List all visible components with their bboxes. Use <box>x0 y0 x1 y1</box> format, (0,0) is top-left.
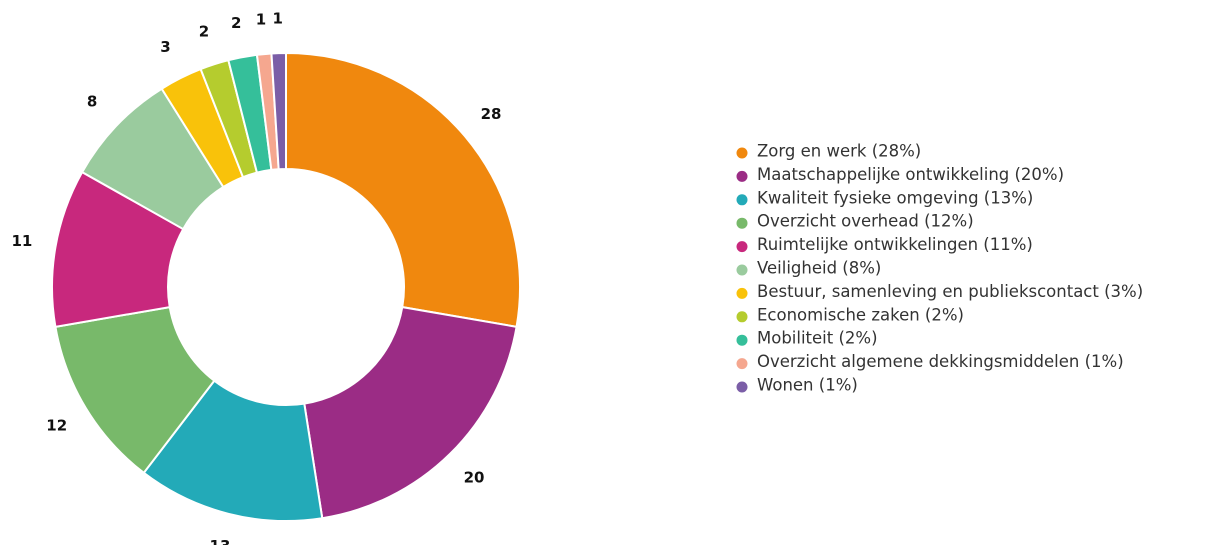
data-label: 20 <box>464 468 485 486</box>
data-label: 1 <box>272 10 282 28</box>
legend-dot <box>736 381 748 393</box>
data-label: 2 <box>231 14 241 32</box>
data-label: 11 <box>11 232 32 250</box>
slice <box>270 51 287 171</box>
data-label: 12 <box>46 416 67 434</box>
legend-label: Overzicht algemene dekkingsmiddelen (1%) <box>757 352 1124 371</box>
data-label: 13 <box>210 537 231 545</box>
legend-dot <box>736 311 748 323</box>
data-label: 28 <box>481 105 502 123</box>
legend-label: Bestuur, samenleving en publiekscontact … <box>757 282 1143 301</box>
legend-dot <box>736 264 748 276</box>
data-label: 1 <box>256 11 266 29</box>
slice <box>285 51 521 328</box>
legend-label: Overzicht overhead (12%) <box>757 212 974 231</box>
legend-dot <box>736 241 748 253</box>
legend-dot <box>736 194 748 206</box>
legend-label: Ruimtelijke ontwikkelingen (11%) <box>757 235 1033 254</box>
legend-label: Economische zaken (2%) <box>757 305 964 324</box>
legend-dot <box>736 334 748 346</box>
data-label: 3 <box>160 38 170 56</box>
legend-label: Maatschappelijke ontwikkeling (20%) <box>757 165 1064 184</box>
slice <box>303 305 518 520</box>
legend-label: Kwaliteit fysieke omgeving (13%) <box>757 188 1033 207</box>
legend-dot <box>736 287 748 299</box>
legend-dot <box>736 358 748 370</box>
legend-label: Veiligheid (8%) <box>757 259 881 278</box>
legend-dot <box>736 170 748 182</box>
legend-dot <box>736 147 748 159</box>
legend-label: Mobiliteit (2%) <box>757 329 878 348</box>
legend-label: Zorg en werk (28%) <box>757 142 921 161</box>
data-label: 2 <box>199 22 209 40</box>
legend-label: Wonen (1%) <box>757 376 858 395</box>
data-label: 8 <box>87 92 97 110</box>
legend-dot <box>736 217 748 229</box>
